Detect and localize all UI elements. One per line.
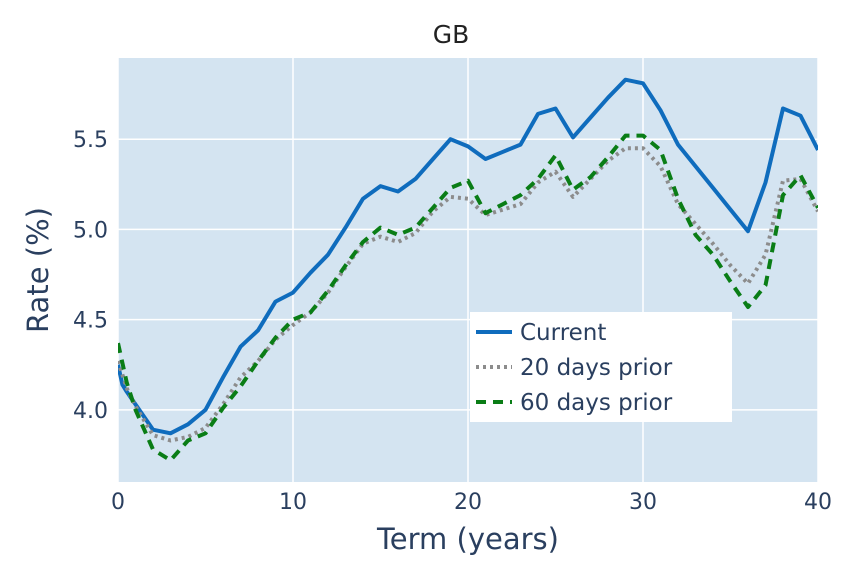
y-tick-label: 5.5 (73, 128, 108, 153)
y-tick-label: 4.0 (73, 399, 108, 424)
x-tick-label: 10 (279, 490, 307, 515)
legend-label: Current (520, 320, 606, 346)
legend-box (470, 312, 732, 422)
legend-label: 20 days prior (520, 355, 673, 381)
x-tick-label: 0 (111, 490, 125, 515)
series-line (118, 77, 818, 436)
x-tick-label: 30 (629, 490, 657, 515)
legend-label: 60 days prior (520, 390, 673, 416)
x-tick-label: 40 (804, 490, 832, 515)
series-line (118, 146, 818, 443)
y-axis-ticks: 4.0 4.5 5.0 5.5 (73, 128, 108, 424)
legend: Current 20 days prior 60 days prior (470, 312, 732, 422)
series-line (118, 133, 818, 463)
y-tick-label: 4.5 (73, 309, 108, 334)
x-axis-title: Term (years) (376, 522, 559, 556)
y-tick-label: 5.0 (73, 218, 108, 243)
y-axis-title: Rate (%) (21, 207, 55, 333)
x-axis-ticks: 0 10 20 30 40 (111, 490, 832, 515)
chart-title: GB (433, 20, 470, 49)
series-lines (118, 77, 818, 463)
x-tick-label: 20 (454, 490, 482, 515)
